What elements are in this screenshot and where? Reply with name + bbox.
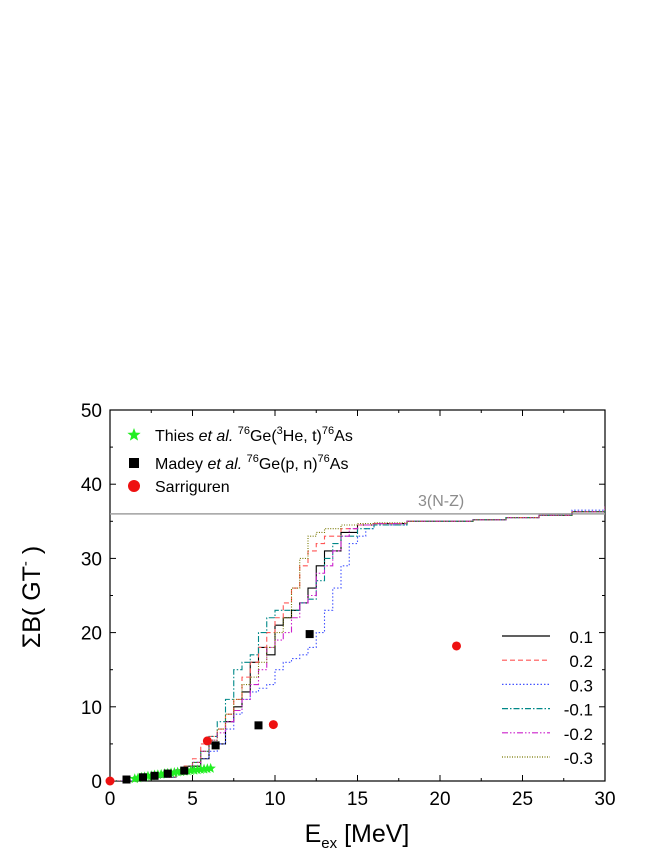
legend-text-part: 76: [247, 453, 259, 465]
legend-entry-label: Thies et al. 76Ge(3He, t)76As: [155, 425, 353, 445]
legend-circle-icon: [128, 480, 140, 492]
legend-series-label: -0.3: [564, 749, 593, 768]
legend-text-part: et al.: [199, 428, 234, 445]
legend-text-part: 76: [318, 453, 330, 465]
thies-star-point: [132, 772, 144, 783]
legend-square-icon: [129, 458, 139, 468]
thies-star-point: [129, 773, 140, 784]
sarriguren-circle-point: [202, 736, 212, 746]
series-line-0.2: [110, 506, 605, 781]
legend-star-icon: [127, 428, 141, 441]
thies-star-point: [142, 770, 154, 781]
legend-text-part: Ge(: [250, 428, 277, 445]
legend-text-part: Thies: [155, 428, 199, 445]
x-axis-label: Eex [MeV]: [305, 820, 410, 852]
y-tick-label: 0: [91, 772, 102, 793]
thies-star-point: [155, 768, 167, 779]
thies-star-point: [188, 764, 200, 775]
madey-square-point: [150, 771, 159, 780]
legend-entry-label: Madey et al. 76Ge(p, n)76As: [155, 453, 348, 473]
madey-square-point: [139, 773, 147, 782]
legend-text-part: He, t): [283, 428, 322, 445]
legend-text-part: 76: [238, 425, 250, 437]
legend-text-part: 76: [322, 425, 334, 437]
madey-square-point: [254, 721, 263, 730]
thies-star-point: [185, 765, 197, 776]
legend-series-label: -0.1: [564, 701, 593, 720]
series-line--0.3: [110, 506, 605, 781]
legend-series-label: 0.1: [569, 628, 593, 647]
thies-star-point: [202, 763, 213, 774]
reference-line-label: 3(N-Z): [418, 493, 464, 510]
sarriguren-circle-point: [452, 641, 461, 651]
legend-series-label: 0.3: [569, 676, 593, 695]
legend-text-part: Sarriguren: [155, 479, 230, 496]
sarriguren-circle-point: [268, 720, 278, 730]
y-tick-label: 10: [81, 698, 102, 719]
y-axis-label-part: -: [17, 561, 34, 566]
madey-square-point: [211, 741, 220, 750]
x-tick-label: 5: [187, 789, 198, 810]
thies-star-point: [172, 766, 183, 777]
x-tick-label: 0: [105, 789, 116, 810]
legend-text-part: et al.: [207, 456, 242, 473]
x-axis-label-part: E: [305, 820, 322, 848]
axis-labels: Eex [MeV] ΣB( GT- ): [17, 546, 409, 852]
series-line-0.3: [110, 506, 605, 781]
x-tick-label: 15: [347, 789, 368, 810]
madey-square-point: [163, 769, 172, 778]
axes: 0 5 10 15 20 25 30 0 10 20 30 40 50: [81, 401, 616, 810]
madey-square-point: [122, 775, 131, 784]
thies-star-point: [192, 764, 203, 775]
y-axis-label-part: ): [18, 546, 46, 561]
x-tick-label: 25: [512, 789, 533, 810]
series-line--0.1: [110, 506, 605, 781]
y-tick-label: 40: [81, 475, 102, 496]
legend-series-label: 0.2: [569, 652, 593, 671]
y-tick-label: 30: [81, 549, 102, 570]
reference-line-group: 3(N-Z): [110, 493, 605, 515]
thies-star-point: [198, 763, 210, 774]
legend-entry-label: Sarriguren: [155, 479, 230, 496]
y-axis-label: ΣB( GT- ): [17, 546, 46, 648]
legend-deformation: 0.1 0.2 0.3 -0.1 -0.2 -0.3: [502, 628, 593, 768]
series-lines: [110, 506, 605, 781]
legend-series-label: -0.2: [564, 725, 593, 744]
data-markers: [105, 630, 461, 786]
series-line--0.2: [110, 506, 605, 781]
x-axis-label-part: ex: [321, 835, 337, 852]
x-tick-label: 20: [429, 789, 450, 810]
legend-text-part: 3: [277, 425, 283, 437]
x-tick-label: 30: [594, 789, 615, 810]
x-axis-label-part: [MeV]: [337, 820, 409, 848]
legend-text-part: Madey: [155, 456, 207, 473]
thies-star-point: [169, 766, 180, 777]
y-tick-label: 50: [81, 401, 102, 422]
thies-star-point: [205, 762, 216, 773]
series-line-0.1: [110, 506, 605, 781]
madey-square-point: [305, 630, 314, 639]
x-tick-label: 10: [264, 789, 285, 810]
y-axis-label-part: ΣB( GT: [18, 566, 46, 648]
legend-text-part: As: [334, 428, 353, 445]
legend-text-part: As: [330, 456, 349, 473]
madey-square-point: [180, 766, 189, 775]
y-tick-label: 20: [81, 624, 102, 645]
legend-text-part: Ge(p, n): [259, 456, 318, 473]
sarriguren-circle-point: [105, 776, 115, 786]
thies-star-point: [195, 764, 206, 774]
